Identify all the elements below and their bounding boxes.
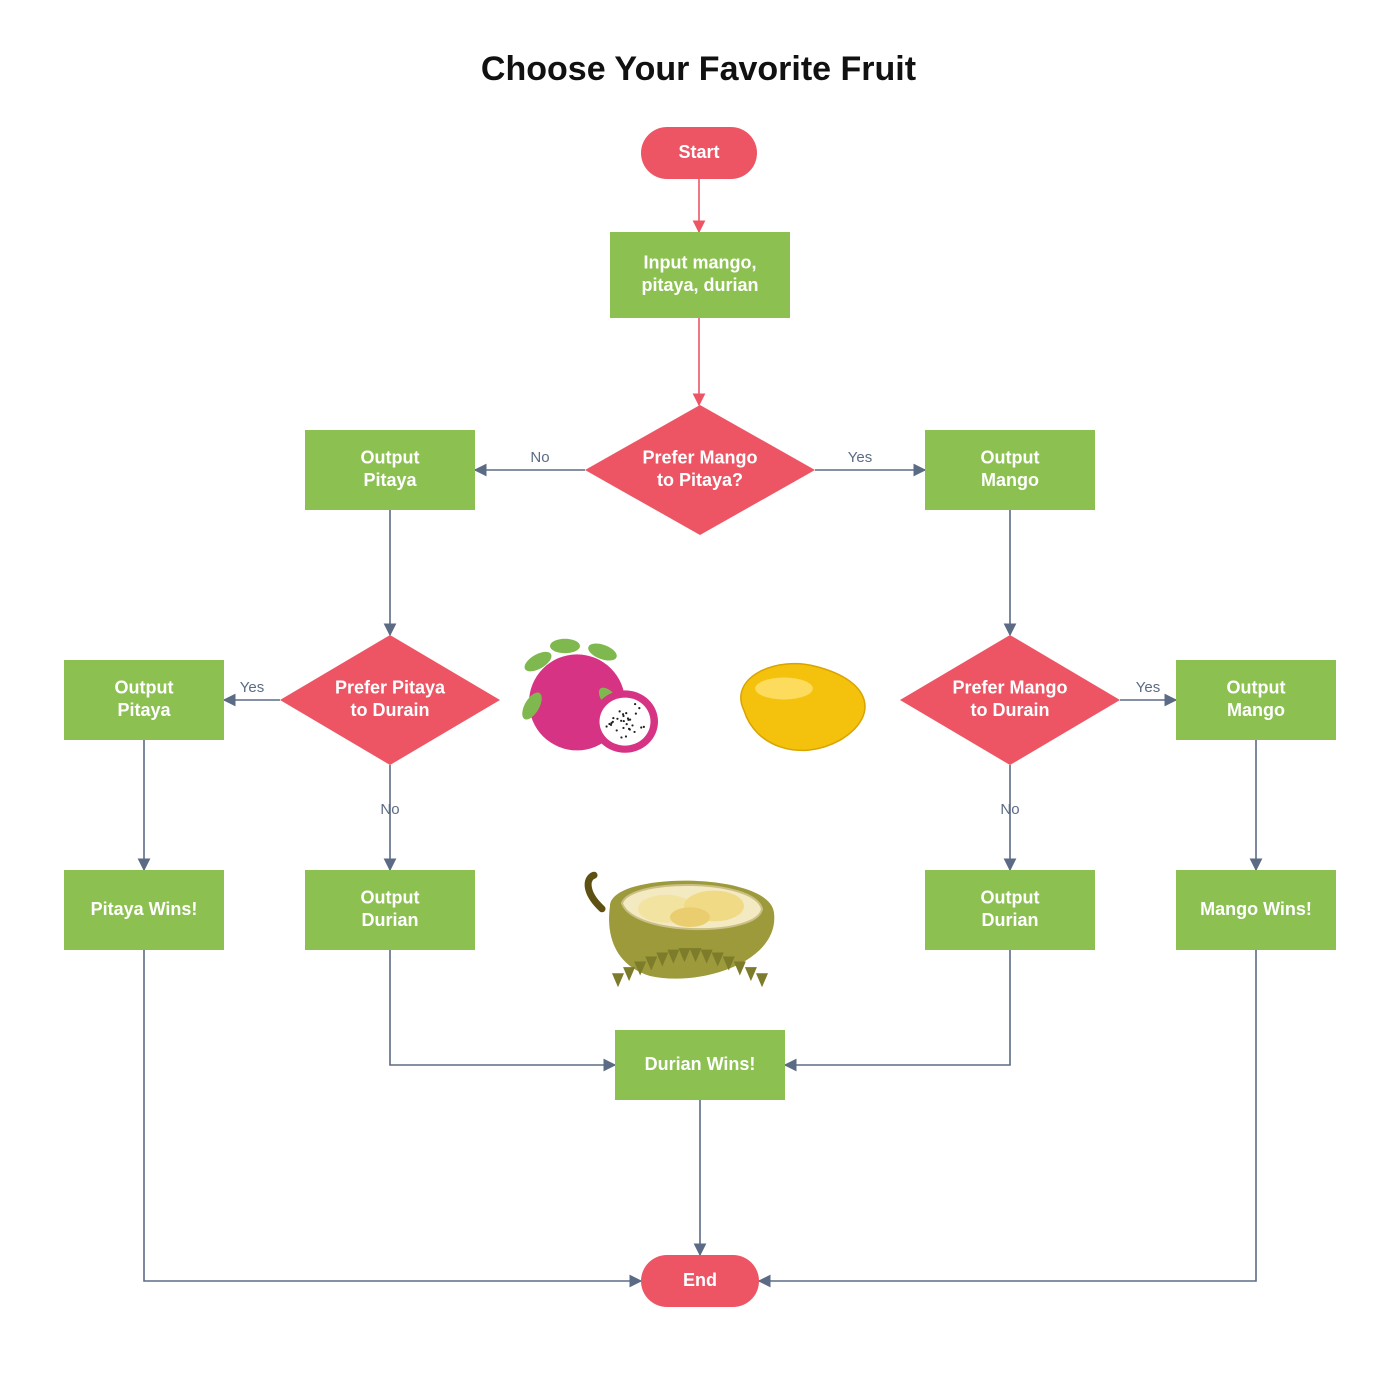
node-outPitaya1: OutputPitaya <box>305 430 475 510</box>
node-pitayaWins: Pitaya Wins! <box>64 870 224 950</box>
edge-label: No <box>1000 801 1019 818</box>
fruit-illustrations <box>518 639 865 987</box>
node-outMango2: OutputMango <box>1176 660 1336 740</box>
flow-edge <box>785 950 1010 1065</box>
mango-icon <box>741 664 865 751</box>
node-label: Durian <box>981 910 1038 930</box>
node-label: to Durain <box>351 700 430 720</box>
edge-label: No <box>380 801 399 818</box>
node-label: Pitaya <box>363 470 417 490</box>
node-outPitaya2: OutputPitaya <box>64 660 224 740</box>
node-durianWins: Durian Wins! <box>615 1030 785 1100</box>
node-input: Input mango,pitaya, durian <box>610 232 790 318</box>
flow-edge <box>144 950 641 1281</box>
node-label: Prefer Mango <box>642 448 757 468</box>
node-label: Output <box>361 888 420 908</box>
node-label: to Pitaya? <box>657 470 743 490</box>
node-label: Durian Wins! <box>645 1054 756 1074</box>
node-dec2R: Prefer Mangoto Durain <box>900 635 1120 765</box>
node-label: Durian <box>361 910 418 930</box>
node-outDurianR: OutputDurian <box>925 870 1095 950</box>
node-outDurianL: OutputDurian <box>305 870 475 950</box>
node-dec1: Prefer Mangoto Pitaya? <box>585 405 815 535</box>
pitaya-icon <box>518 639 658 753</box>
node-label: to Durain <box>971 700 1050 720</box>
node-outMango1: OutputMango <box>925 430 1095 510</box>
node-end: End <box>641 1255 759 1307</box>
node-label: Output <box>115 678 174 698</box>
node-label: Mango <box>1227 700 1285 720</box>
node-label: Pitaya <box>117 700 171 720</box>
node-label: Output <box>1227 678 1286 698</box>
flow-edge <box>390 950 615 1065</box>
edge-label: No <box>530 449 549 466</box>
node-label: Start <box>678 142 719 162</box>
node-label: Prefer Pitaya <box>335 678 446 698</box>
node-label: Mango <box>981 470 1039 490</box>
edge-label: Yes <box>848 449 872 466</box>
flow-edge <box>759 950 1256 1281</box>
node-label: Output <box>981 448 1040 468</box>
edge-label: Yes <box>240 679 264 696</box>
flowchart-svg: No Yes Yes No Yes No Start Input mango,pitaya, … <box>0 0 1397 1375</box>
edge-label: Yes <box>1136 679 1160 696</box>
node-label: Pitaya Wins! <box>91 899 198 919</box>
node-mangoWins: Mango Wins! <box>1176 870 1336 950</box>
flowchart-canvas: Choose Your Favorite Fruit NoYesYesNoYes… <box>0 0 1397 1375</box>
node-label: Output <box>361 448 420 468</box>
durian-icon <box>588 875 774 987</box>
node-dec2L: Prefer Pitayato Durain <box>280 635 500 765</box>
node-label: End <box>683 1270 717 1290</box>
node-label: pitaya, durian <box>641 275 758 295</box>
node-start: Start <box>641 127 757 179</box>
node-label: Prefer Mango <box>952 678 1067 698</box>
node-label: Mango Wins! <box>1200 899 1312 919</box>
node-label: Output <box>981 888 1040 908</box>
node-label: Input mango, <box>644 253 757 273</box>
